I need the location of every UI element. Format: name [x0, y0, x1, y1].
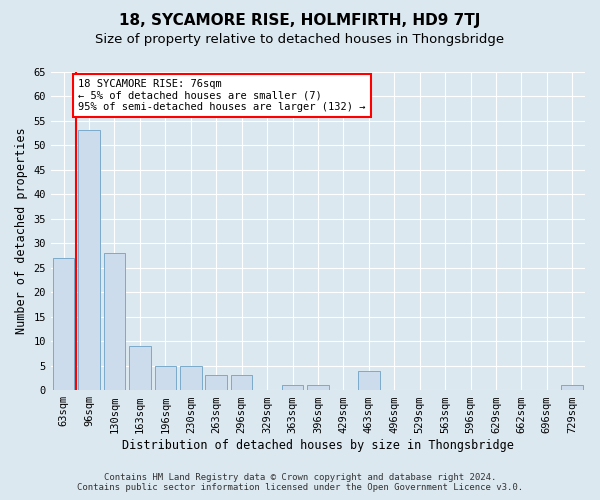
Y-axis label: Number of detached properties: Number of detached properties — [15, 128, 28, 334]
Bar — [231, 376, 253, 390]
Text: 18, SYCAMORE RISE, HOLMFIRTH, HD9 7TJ: 18, SYCAMORE RISE, HOLMFIRTH, HD9 7TJ — [119, 12, 481, 28]
Bar — [358, 370, 380, 390]
Bar — [155, 366, 176, 390]
Bar — [53, 258, 74, 390]
Text: Contains HM Land Registry data © Crown copyright and database right 2024.
Contai: Contains HM Land Registry data © Crown c… — [77, 473, 523, 492]
Bar — [104, 253, 125, 390]
Bar — [78, 130, 100, 390]
Bar — [307, 386, 329, 390]
Text: 18 SYCAMORE RISE: 76sqm
← 5% of detached houses are smaller (7)
95% of semi-deta: 18 SYCAMORE RISE: 76sqm ← 5% of detached… — [78, 79, 365, 112]
Text: Size of property relative to detached houses in Thongsbridge: Size of property relative to detached ho… — [95, 32, 505, 46]
Bar — [205, 376, 227, 390]
Bar — [180, 366, 202, 390]
Bar — [562, 386, 583, 390]
X-axis label: Distribution of detached houses by size in Thongsbridge: Distribution of detached houses by size … — [122, 440, 514, 452]
Bar — [129, 346, 151, 390]
Bar — [282, 386, 304, 390]
